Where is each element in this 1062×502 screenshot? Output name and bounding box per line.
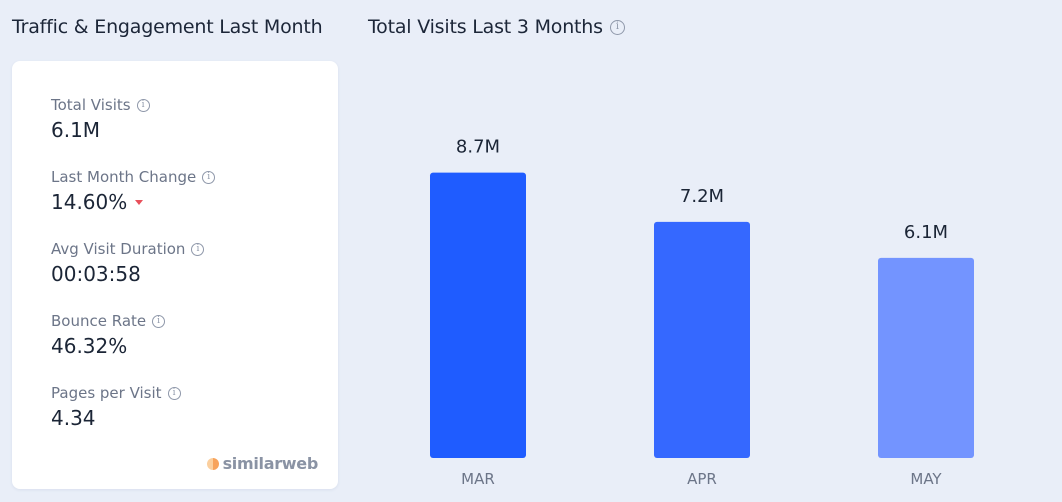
traffic-engagement-title: Traffic & Engagement Last Month xyxy=(12,16,323,38)
metric-pages-per-visit: Pages per Visit i 4.34 xyxy=(51,384,181,430)
total-visits-bar-chart: 8.7M MAR 7.2M APR 6.1M MAY xyxy=(430,137,974,488)
metric-value: 00:03:58 xyxy=(51,262,141,286)
metric-label: Bounce Rate xyxy=(51,312,147,330)
metric-avg-visit-duration: Avg Visit Duration i 00:03:58 xyxy=(51,240,205,286)
info-icon[interactable]: i xyxy=(202,170,216,184)
caret-down-icon xyxy=(135,199,144,205)
x-tick-label-may: MAY xyxy=(910,470,942,488)
bar-mar[interactable] xyxy=(430,172,526,458)
data-label-apr: 7.2M xyxy=(680,186,724,207)
similarweb-brand[interactable]: similarweb xyxy=(206,454,319,473)
metric-label: Last Month Change xyxy=(51,168,197,186)
x-tick-label-apr: APR xyxy=(687,470,717,488)
metric-label: Total Visits xyxy=(51,96,131,114)
metric-value: 6.1M xyxy=(51,118,101,142)
metric-value: 46.32% xyxy=(51,334,128,358)
brand-name: similarweb xyxy=(222,454,319,473)
metric-last-month-change: Last Month Change i 14.60% xyxy=(51,168,216,214)
bar-may[interactable] xyxy=(878,257,974,458)
metric-label: Pages per Visit xyxy=(51,384,162,402)
total-visits-chart-title: Total Visits Last 3 Months i xyxy=(368,16,625,38)
metric-label: Avg Visit Duration xyxy=(51,240,186,258)
data-label-mar: 8.7M xyxy=(456,137,500,158)
info-icon[interactable]: i xyxy=(191,242,205,256)
data-label-may: 6.1M xyxy=(904,222,948,243)
info-icon[interactable]: i xyxy=(136,98,150,112)
x-tick-label-mar: MAR xyxy=(461,470,495,488)
metric-value: 14.60% xyxy=(51,190,128,214)
metric-bounce-rate: Bounce Rate i 46.32% xyxy=(51,312,166,358)
engagement-card: Total Visits i 6.1M Last Month Change i … xyxy=(12,61,338,489)
total-visits-chart-title-text: Total Visits Last 3 Months xyxy=(368,16,603,38)
similarweb-logo-icon xyxy=(206,457,219,470)
info-icon[interactable]: i xyxy=(152,314,166,328)
info-icon[interactable]: i xyxy=(609,19,625,35)
info-icon[interactable]: i xyxy=(167,386,181,400)
bar-apr[interactable] xyxy=(654,221,750,458)
metric-total-visits: Total Visits i 6.1M xyxy=(51,96,150,142)
metric-value: 4.34 xyxy=(51,406,96,430)
